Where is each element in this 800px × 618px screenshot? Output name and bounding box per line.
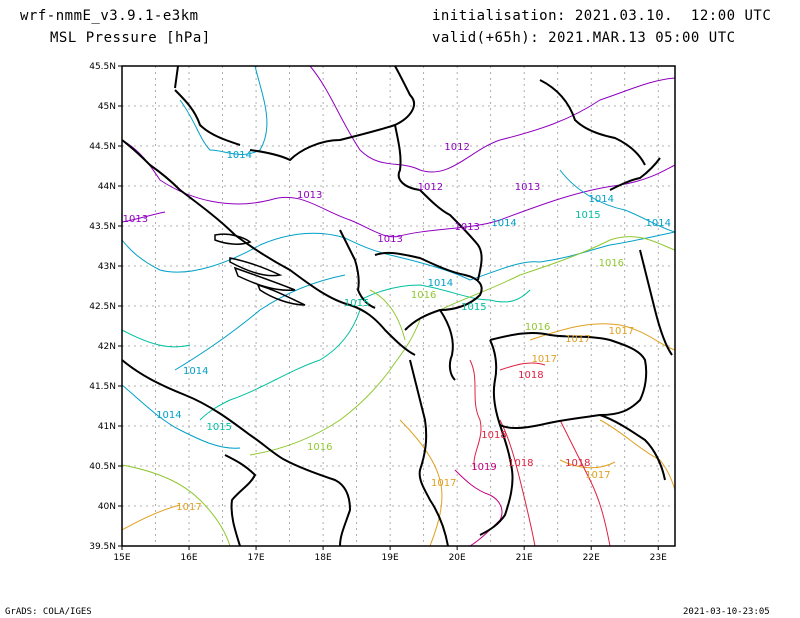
border-east: [609, 157, 673, 356]
lat-tick-label: 39.5N: [89, 542, 116, 552]
albania-coast: [409, 359, 449, 547]
islands: [214, 233, 306, 306]
italy-heel: [224, 454, 256, 547]
island-3: [233, 266, 296, 292]
lat-tick-label: 44N: [98, 182, 116, 192]
lat-lon-grid: [122, 66, 675, 546]
isobar-label: 1014: [227, 150, 252, 161]
lat-tick-label: 42.5N: [89, 302, 116, 312]
isobar-label: 1013: [123, 214, 148, 225]
isobar-label: 1012: [444, 142, 469, 153]
isobar-label: 1014: [156, 410, 181, 421]
valid-time: valid(+65h): 2021.MAR.13 05:00 UTC: [432, 30, 736, 46]
footer-credit: GrADS: COLA/IGES: [5, 607, 92, 617]
coastlines-borders: [121, 65, 673, 547]
isobar-label: 1016: [599, 258, 624, 269]
lat-tick-label: 41.5N: [89, 382, 116, 392]
lat-tick-label: 43N: [98, 262, 116, 272]
isobar-label: 1017: [609, 326, 634, 337]
lon-tick-label: 22E: [583, 553, 600, 563]
isobar-1015: [121, 284, 531, 421]
model-name: wrf-nmmE_v3.9.1-e3km: [20, 8, 199, 24]
isobar-label: 1014: [428, 278, 453, 289]
isobar-label: 1012: [418, 182, 443, 193]
isobar-1019: [454, 469, 503, 547]
isobar-label: 1015: [575, 210, 600, 221]
lon-tick-label: 23E: [650, 553, 667, 563]
island-1: [214, 233, 252, 245]
lat-tick-label: 41N: [98, 422, 116, 432]
lat-tick-label: 40.5N: [89, 462, 116, 472]
border-balkans-north: [174, 65, 415, 161]
border-macedonia: [489, 331, 648, 429]
isobar-label: 1014: [183, 366, 208, 377]
field-title: MSL Pressure [hPa]: [50, 30, 211, 46]
isobar-label: 1013: [377, 234, 402, 245]
isobar-label: 1017: [585, 470, 610, 481]
isobar-1013-west: [121, 211, 166, 223]
isobar-label: 1015: [344, 298, 369, 309]
isobar-label: 1017: [532, 354, 557, 365]
isobar-label: 1014: [491, 218, 516, 229]
lon-tick-label: 15E: [113, 553, 130, 563]
isobar-label: 1017: [176, 502, 201, 513]
isobar-label: 1018: [481, 430, 506, 441]
border-kosovo: [439, 309, 456, 381]
lon-tick-label: 21E: [516, 553, 533, 563]
italy-east-coast: [121, 359, 351, 547]
initialisation-time: initialisation: 2021.03.10. 12:00 UTC: [432, 8, 772, 24]
lon-tick-label: 19E: [382, 553, 399, 563]
isobar-label: 1019: [471, 462, 496, 473]
isobar-1013: [121, 139, 676, 238]
isobar-1017: [121, 323, 676, 547]
isobar-label: 1014: [646, 218, 671, 229]
isobar-1012: [309, 65, 676, 173]
isobar-1016: [121, 236, 676, 547]
border-serbia: [394, 124, 483, 281]
border-bosnia-south: [339, 229, 376, 309]
isobar-label: 1017: [565, 334, 590, 345]
lat-tick-label: 45.5N: [89, 62, 116, 72]
isobar-label: 1016: [307, 442, 332, 453]
isobar-1014-sw: [174, 274, 346, 371]
lat-tick-label: 40N: [98, 502, 116, 512]
lat-tick-label: 42N: [98, 342, 116, 352]
isobar-label: 1014: [589, 194, 614, 205]
adriatic-east-coast: [121, 139, 416, 356]
island-2: [229, 257, 283, 277]
isobar-1014-east: [559, 169, 676, 233]
border-greece: [479, 414, 666, 536]
axis-labels: 15E 16E 17E 18E 19E 20E 21E 22E 23E 45.5N 45N 44.5N…: [89, 62, 667, 563]
border-montenegro: [374, 251, 483, 331]
lon-tick-label: 20E: [449, 553, 466, 563]
isobars: [121, 65, 676, 547]
danube-north: [539, 79, 646, 166]
footer-timestamp: 2021-03-10-23:05: [683, 607, 770, 617]
isobar-1018: [469, 359, 611, 547]
isobar-1014-north: [179, 65, 268, 155]
lon-tick-label: 18E: [315, 553, 332, 563]
isobar-label: 1013: [454, 222, 479, 233]
lat-tick-label: 44.5N: [89, 142, 116, 152]
isobar-label: 1015: [206, 422, 231, 433]
isobar-label: 1013: [297, 190, 322, 201]
isobar-label: 1018: [518, 370, 543, 381]
isobar-label: 1018: [565, 458, 590, 469]
lat-tick-label: 43.5N: [89, 222, 116, 232]
isobar-label: 1015: [461, 302, 486, 313]
lon-tick-label: 16E: [180, 553, 197, 563]
lon-tick-label: 17E: [247, 553, 264, 563]
island-4: [256, 283, 306, 306]
isobar-label: 1016: [411, 290, 436, 301]
isobar-1014-south: [121, 384, 241, 449]
isobar-label: 1017: [431, 478, 456, 489]
isobar-1014-west: [121, 231, 676, 281]
contour-labels: 1014 1013 1013 1012 1012 1013 1013 1013 1014 1015…: [123, 142, 671, 513]
lat-tick-label: 45N: [98, 102, 116, 112]
isobar-label: 1016: [525, 322, 550, 333]
isobar-label: 1013: [515, 182, 540, 193]
isobar-label: 1018: [508, 458, 533, 469]
